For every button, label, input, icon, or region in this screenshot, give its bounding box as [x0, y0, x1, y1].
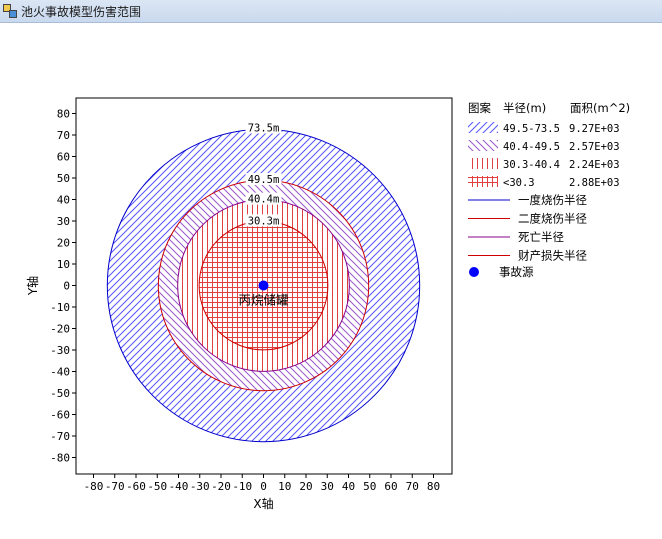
y-tick-label: 0	[63, 280, 70, 293]
x-tick-label: -60	[126, 480, 146, 493]
legend-range-2: 40.4-49.5	[503, 141, 560, 153]
x-tick-label: 20	[299, 480, 312, 493]
y-tick-label: 30	[57, 215, 70, 228]
legend-swatch-4	[468, 176, 498, 187]
legend-area-4: 2.88E+03	[569, 177, 620, 189]
x-tick-label: -30	[190, 480, 210, 493]
legend-area-3: 2.24E+03	[569, 159, 620, 171]
x-tick-label: 60	[384, 480, 397, 493]
y-tick-label: 20	[57, 237, 70, 250]
legend-header-area: 面积(m^2)	[570, 101, 630, 115]
legend-line-label-4: 财产损失半径	[518, 249, 587, 263]
legend-line-label-3: 死亡半径	[518, 230, 564, 244]
legend-header-pattern: 图案	[468, 101, 491, 115]
legend-line-label-2: 二度烧伤半径	[518, 212, 587, 226]
legend-swatch-1	[468, 122, 498, 133]
accident-source-point	[258, 280, 269, 291]
x-tick-label: 10	[278, 480, 291, 493]
y-tick-label: -80	[50, 452, 70, 465]
x-tick-label: 30	[321, 480, 334, 493]
y-tick-label: 10	[57, 258, 70, 271]
y-tick-label: 70	[57, 129, 70, 142]
legend-area-2: 2.57E+03	[569, 141, 620, 153]
window-title: 池火事故模型伤害范围	[21, 4, 142, 19]
x-axis-label: X轴	[253, 496, 273, 511]
legend-area-1: 9.27E+03	[569, 123, 620, 135]
radius-label-4: 30.3m	[248, 215, 280, 227]
y-tick-label: -50	[50, 387, 70, 400]
radius-label-1: 73.5m	[248, 122, 280, 134]
y-tick-label: -60	[50, 409, 70, 422]
x-tick-label: 80	[427, 480, 440, 493]
x-tick-label: 0	[260, 480, 267, 493]
radius-label-bg	[245, 214, 282, 227]
app-icon[interactable]	[3, 4, 17, 18]
x-tick-label: 40	[342, 480, 355, 493]
y-tick-label: -70	[50, 430, 70, 443]
y-tick-label: 40	[57, 194, 70, 207]
x-tick-label: -20	[211, 480, 231, 493]
radius-label-bg	[245, 173, 282, 186]
y-tick-label: 80	[57, 108, 70, 121]
y-axis-label: Y轴	[25, 276, 40, 296]
legend-marker-label: 事故源	[499, 265, 534, 279]
radius-label-2: 49.5m	[248, 174, 280, 186]
y-tick-label: -10	[50, 301, 70, 314]
x-tick-label: 50	[363, 480, 376, 493]
y-tick-label: -30	[50, 344, 70, 357]
legend-range-3: 30.3-40.4	[503, 159, 560, 171]
x-tick-label: -40	[169, 480, 189, 493]
radius-label-3: 40.4m	[248, 194, 280, 206]
x-tick-label: -10	[232, 480, 252, 493]
y-tick-label: 50	[57, 172, 70, 185]
x-tick-label: -70	[105, 480, 125, 493]
x-tick-label: -50	[147, 480, 167, 493]
legend-header-radius: 半径(m)	[503, 101, 546, 115]
y-tick-label: -40	[50, 366, 70, 379]
x-tick-label: 70	[406, 480, 419, 493]
y-tick-label: -20	[50, 323, 70, 336]
y-tick-label: 60	[57, 151, 70, 164]
legend-swatch-3	[468, 158, 498, 169]
accident-source-label: 丙烷储罐	[238, 293, 289, 308]
legend-range-1: 49.5-73.5	[503, 123, 560, 135]
window-titlebar: 池火事故模型伤害范围	[0, 0, 662, 23]
radius-label-bg	[245, 121, 282, 134]
legend-swatch-2	[468, 140, 498, 151]
legend-range-4: <30.3	[503, 177, 535, 189]
radius-label-bg	[245, 192, 282, 205]
x-tick-label: -80	[84, 480, 104, 493]
legend-marker	[469, 267, 479, 277]
legend-line-label-1: 一度烧伤半径	[518, 193, 587, 207]
